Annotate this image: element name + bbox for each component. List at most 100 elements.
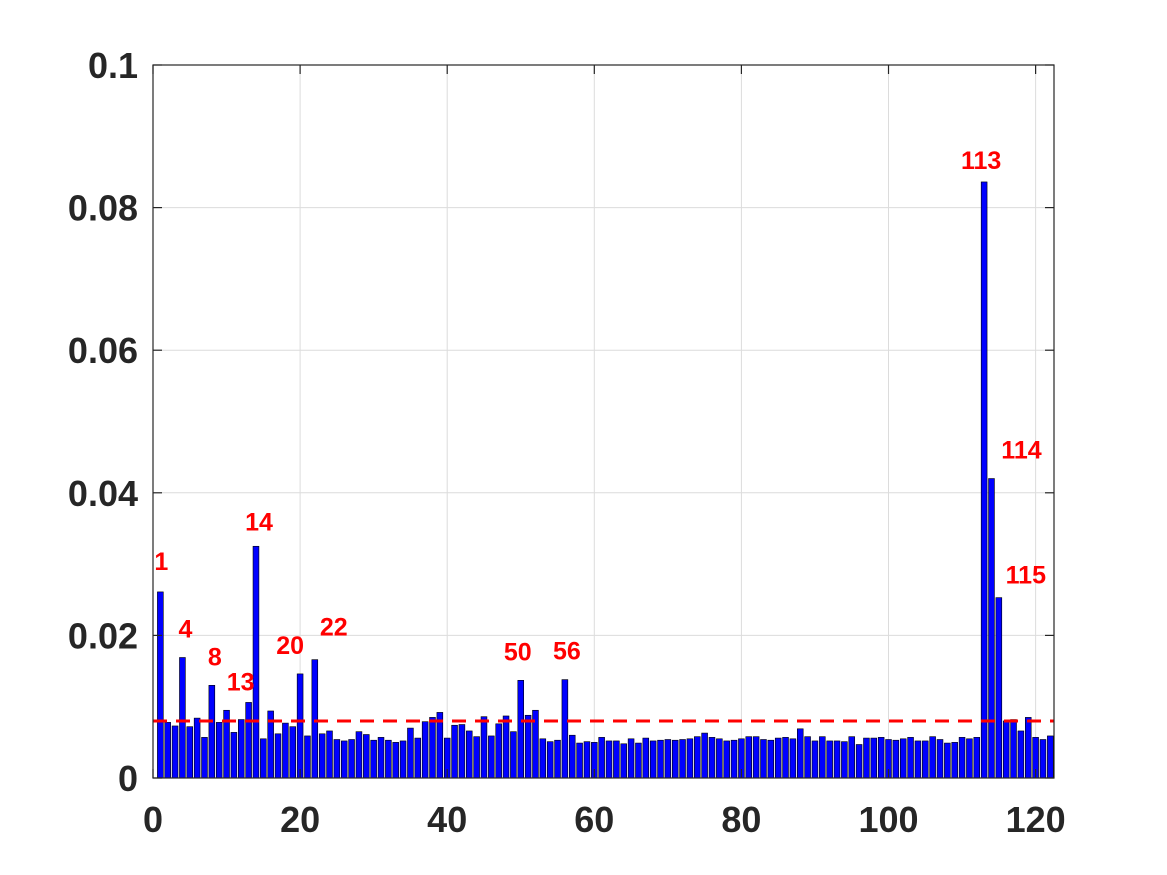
bar [797, 728, 804, 779]
bar [664, 739, 672, 779]
axes-box [152, 64, 1055, 779]
y-tick-label: 0.02 [68, 615, 138, 656]
x-tick-label: 80 [721, 799, 761, 840]
bar [355, 731, 363, 779]
bar [466, 730, 473, 779]
bar [179, 657, 186, 779]
data-label: 8 [208, 643, 222, 671]
x-tick-label: 40 [427, 799, 467, 840]
bar [1039, 739, 1047, 779]
bar [392, 742, 399, 779]
data-label: 56 [553, 638, 581, 666]
bar [517, 680, 524, 779]
bar [385, 739, 392, 779]
bar [760, 739, 767, 779]
bar [671, 739, 679, 779]
bar [782, 737, 789, 779]
data-label: 22 [320, 614, 348, 642]
bar [649, 740, 657, 779]
bar [576, 742, 583, 779]
bar [929, 736, 936, 779]
bar [252, 545, 260, 779]
bar [958, 737, 966, 779]
bar [657, 739, 664, 779]
bar [870, 737, 878, 779]
bar [877, 737, 885, 779]
x-tick-label: 20 [280, 799, 320, 840]
bar [811, 740, 819, 779]
x-tick-label: 60 [574, 799, 614, 840]
bar [304, 735, 311, 779]
bar [340, 740, 348, 779]
data-label: 113 [961, 147, 1001, 175]
bar [995, 597, 1003, 779]
bar [804, 736, 811, 779]
data-label: 13 [227, 668, 255, 696]
bar [980, 181, 988, 779]
bar [1047, 735, 1054, 779]
bar [819, 736, 826, 779]
bar [568, 734, 576, 779]
data-label: 4 [178, 616, 192, 644]
bar [230, 732, 238, 779]
bar [789, 738, 797, 779]
bar [583, 741, 591, 779]
x-axis-ticks: 0 20 40 60 80 100 120 [143, 65, 1066, 840]
bar [318, 733, 326, 779]
bar [399, 740, 407, 779]
bar [620, 743, 627, 779]
plot-frame [152, 64, 1055, 779]
bar [524, 714, 532, 779]
x-tick-label: 0 [143, 799, 163, 840]
bar [723, 740, 730, 779]
bar [495, 723, 502, 779]
bar [899, 738, 907, 779]
bar [826, 740, 833, 779]
bar [730, 739, 738, 779]
bar [745, 736, 753, 779]
bar [922, 740, 929, 779]
bar [289, 726, 296, 779]
bar [855, 744, 863, 779]
bar [988, 478, 995, 779]
y-tick-label: 0.1 [88, 45, 138, 86]
grid-lines [152, 64, 1054, 779]
bar [208, 685, 216, 779]
bar [767, 739, 775, 779]
data-label: 115 [1006, 562, 1046, 590]
data-label: 20 [276, 632, 304, 660]
bar [458, 724, 466, 779]
bar [377, 737, 385, 779]
bar [157, 591, 164, 779]
bar [171, 725, 179, 779]
bar [546, 741, 554, 779]
bar [627, 738, 635, 779]
bar [282, 722, 289, 779]
bar [966, 738, 973, 779]
bar [944, 742, 951, 779]
bar [841, 741, 848, 779]
bar [488, 735, 495, 779]
bar [473, 736, 480, 779]
bar [554, 739, 561, 779]
bar [407, 727, 414, 779]
bar [1010, 719, 1017, 779]
x-tick-label: 100 [858, 799, 918, 840]
bar [613, 740, 620, 779]
bar [502, 715, 510, 779]
bar [186, 726, 194, 779]
bars-series [157, 181, 1054, 779]
bar [598, 737, 605, 779]
bar [480, 716, 488, 779]
bar [561, 679, 569, 779]
bar [892, 739, 900, 779]
y-axis-ticks: 0 0.02 0.04 0.06 0.08 0.1 [68, 45, 1054, 799]
bar [936, 739, 944, 779]
bar [848, 736, 855, 779]
bar [1025, 717, 1032, 779]
data-label: 50 [504, 638, 532, 666]
bar [686, 738, 694, 779]
